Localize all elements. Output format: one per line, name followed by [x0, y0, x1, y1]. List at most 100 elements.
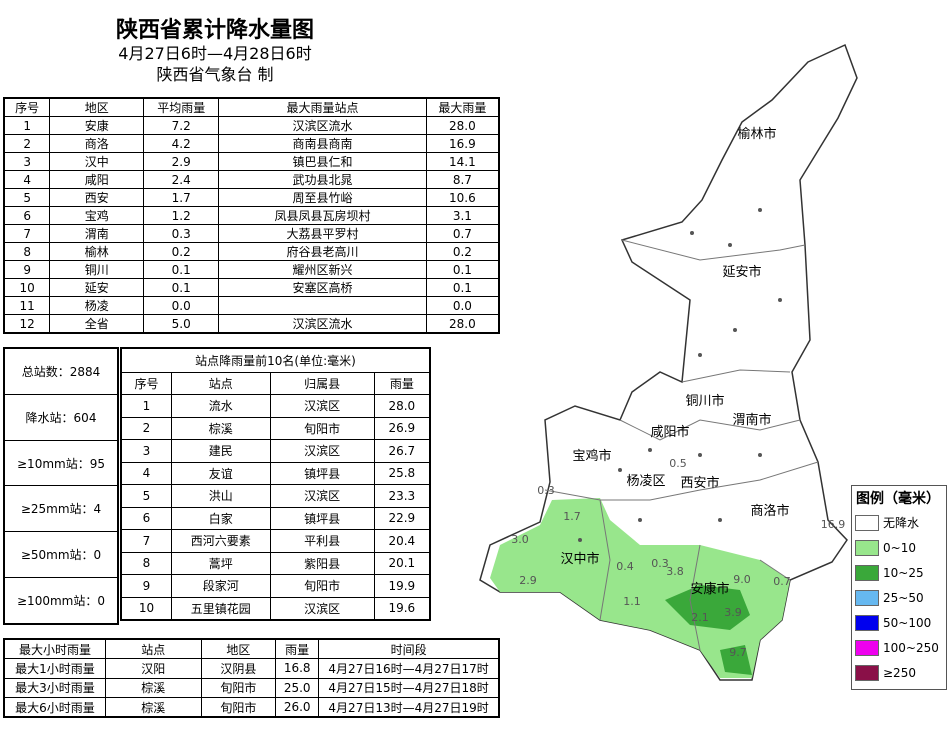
table-cell: 9 — [120, 574, 172, 598]
table-cell: 渭南 — [49, 224, 145, 243]
value-label: 9.0 — [733, 573, 751, 586]
table-cell: 26.0 — [275, 697, 320, 718]
station-dot — [698, 453, 702, 457]
table-cell: 府谷县老高川 — [218, 242, 427, 261]
table-cell: 段家河 — [170, 574, 271, 598]
station-dot — [758, 208, 762, 212]
table-title: 站点降雨量前10名(单位:毫米) — [120, 347, 431, 373]
legend-label: 0~10 — [883, 540, 916, 555]
value-label: 3.8 — [666, 565, 684, 578]
table-cell: 16.8 — [275, 658, 320, 679]
table-row: 7 渭南 0.3 大荔县平罗村 0.7 — [3, 224, 500, 243]
stats-row: 总站数：2884 — [3, 347, 119, 396]
legend-item: 0~10 — [855, 535, 946, 560]
table-cell: 2 — [3, 134, 51, 153]
stats-cell: 降水站：604 — [3, 394, 119, 441]
table-row: 6 宝鸡 1.2 凤县凤县瓦房坝村 3.1 — [3, 206, 500, 225]
table-cell: 4 — [3, 170, 51, 189]
column-header: 最大雨量 — [425, 97, 500, 117]
table-cell: 0.3 — [143, 224, 220, 243]
value-label: 1.1 — [623, 595, 641, 608]
table-cell: 白家 — [170, 506, 271, 530]
table-cell: 7 — [3, 224, 51, 243]
table-cell: 西安 — [49, 188, 145, 207]
column-header: 雨量 — [275, 638, 320, 659]
hourly-table: 最大小时雨量 站点 地区 雨量 时间段 最大1小时雨量 汉阳 汉阴县 16.8 4月27日16时—… — [3, 638, 500, 718]
table-cell: 22.9 — [373, 506, 431, 530]
table-cell: 28.0 — [425, 116, 500, 135]
table-cell: 平利县 — [269, 529, 375, 553]
table-cell: 25.8 — [373, 461, 431, 485]
legend-swatch — [855, 664, 879, 681]
table-cell: 蒿坪 — [170, 551, 271, 575]
column-header: 归属县 — [269, 371, 375, 395]
table-cell: 咸阳 — [49, 170, 145, 189]
legend-item: 100~250 — [855, 635, 946, 660]
table-cell — [218, 296, 427, 315]
header-row: 序号 站点 归属县 雨量 — [120, 371, 431, 395]
value-label: 3.0 — [511, 533, 529, 546]
table-cell: 16.9 — [425, 134, 500, 153]
legend-swatch — [855, 639, 879, 656]
table-row: 最大6小时雨量 棕溪 旬阳市 26.0 4月27日13时—4月27日19时 — [3, 697, 500, 718]
stats-cell: ≥25mm站：4 — [3, 485, 119, 533]
station-dot — [578, 538, 582, 542]
legend-title: 图例（毫米） — [856, 491, 940, 507]
city-label: 商洛市 — [750, 503, 789, 519]
header-row: 序号 地区 平均雨量 最大雨量站点 最大雨量 — [3, 97, 500, 117]
table-cell: 安塞区高桥 — [218, 278, 427, 297]
station-dot — [778, 298, 782, 302]
table-row: 11 杨凌 0.0 0.0 — [3, 296, 500, 315]
city-label: 延安市 — [722, 264, 761, 280]
table-row: 最大3小时雨量 棕溪 旬阳市 25.0 4月27日15时—4月27日18时 — [3, 677, 500, 698]
city-label: 榆林市 — [737, 126, 776, 142]
station-dot — [648, 448, 652, 452]
table-cell: 14.1 — [425, 152, 500, 171]
table-cell: 5 — [3, 188, 51, 207]
table-cell: 8.7 — [425, 170, 500, 189]
table-cell: 8 — [120, 551, 172, 575]
table-row: 3 汉中 2.9 镇巴县仁和 14.1 — [3, 152, 500, 171]
table-cell: 五里镇花园 — [170, 596, 271, 620]
table-row: 10 五里镇花园 汉滨区 19.6 — [120, 596, 431, 620]
table-row: 1 流水 汉滨区 28.0 — [120, 394, 431, 418]
stats-row: ≥10mm站：95 — [3, 439, 119, 487]
table-row: 2 商洛 4.2 商南县商南 16.9 — [3, 134, 500, 153]
table-row: 8 蒿坪 紫阳县 20.1 — [120, 551, 431, 575]
table-cell: 4 — [120, 461, 172, 485]
table-cell: 1 — [120, 394, 172, 418]
table-cell: 安康 — [49, 116, 145, 135]
table-cell: 0.1 — [143, 260, 220, 279]
stats-cell: ≥100mm站：0 — [3, 576, 119, 625]
value-label: 9.7 — [729, 646, 747, 659]
header-row: 最大小时雨量 站点 地区 雨量 时间段 — [3, 638, 500, 659]
city-label: 铜川市 — [685, 393, 724, 409]
column-header: 序号 — [120, 371, 172, 395]
legend-swatch — [855, 514, 879, 531]
table-cell: 镇坪县 — [269, 506, 375, 530]
issuer: 陕西省气象台 制 — [156, 65, 274, 84]
table-cell: 1.2 — [143, 206, 220, 225]
value-label: 0.3 — [537, 484, 555, 497]
column-header: 最大雨量站点 — [218, 97, 427, 117]
table-cell: 11 — [3, 296, 51, 315]
value-label: 1.7 — [563, 510, 581, 523]
column-header: 最大小时雨量 — [3, 638, 106, 659]
table-cell: 杨凌 — [49, 296, 145, 315]
table-cell: 7 — [120, 529, 172, 553]
table-cell: 3.1 — [425, 206, 500, 225]
table-cell: 0.0 — [425, 296, 500, 315]
table-cell: 友谊 — [170, 461, 271, 485]
table-cell: 0.7 — [425, 224, 500, 243]
legend: 图例（毫米） 无降水 0~10 10~25 25~50 50~100 100~250 ≥25… — [851, 485, 947, 690]
table-cell: 0.1 — [143, 278, 220, 297]
table-cell: 19.9 — [373, 574, 431, 598]
station-dot — [618, 468, 622, 472]
table-cell: 0.2 — [425, 242, 500, 261]
table-cell: 19.6 — [373, 596, 431, 620]
table-row: 最大1小时雨量 汉阳 汉阴县 16.8 4月27日16时—4月27日17时 — [3, 658, 500, 679]
table-cell: 商南县商南 — [218, 134, 427, 153]
table-cell: 榆林 — [49, 242, 145, 261]
station-dot — [718, 518, 722, 522]
table-cell: 6 — [3, 206, 51, 225]
